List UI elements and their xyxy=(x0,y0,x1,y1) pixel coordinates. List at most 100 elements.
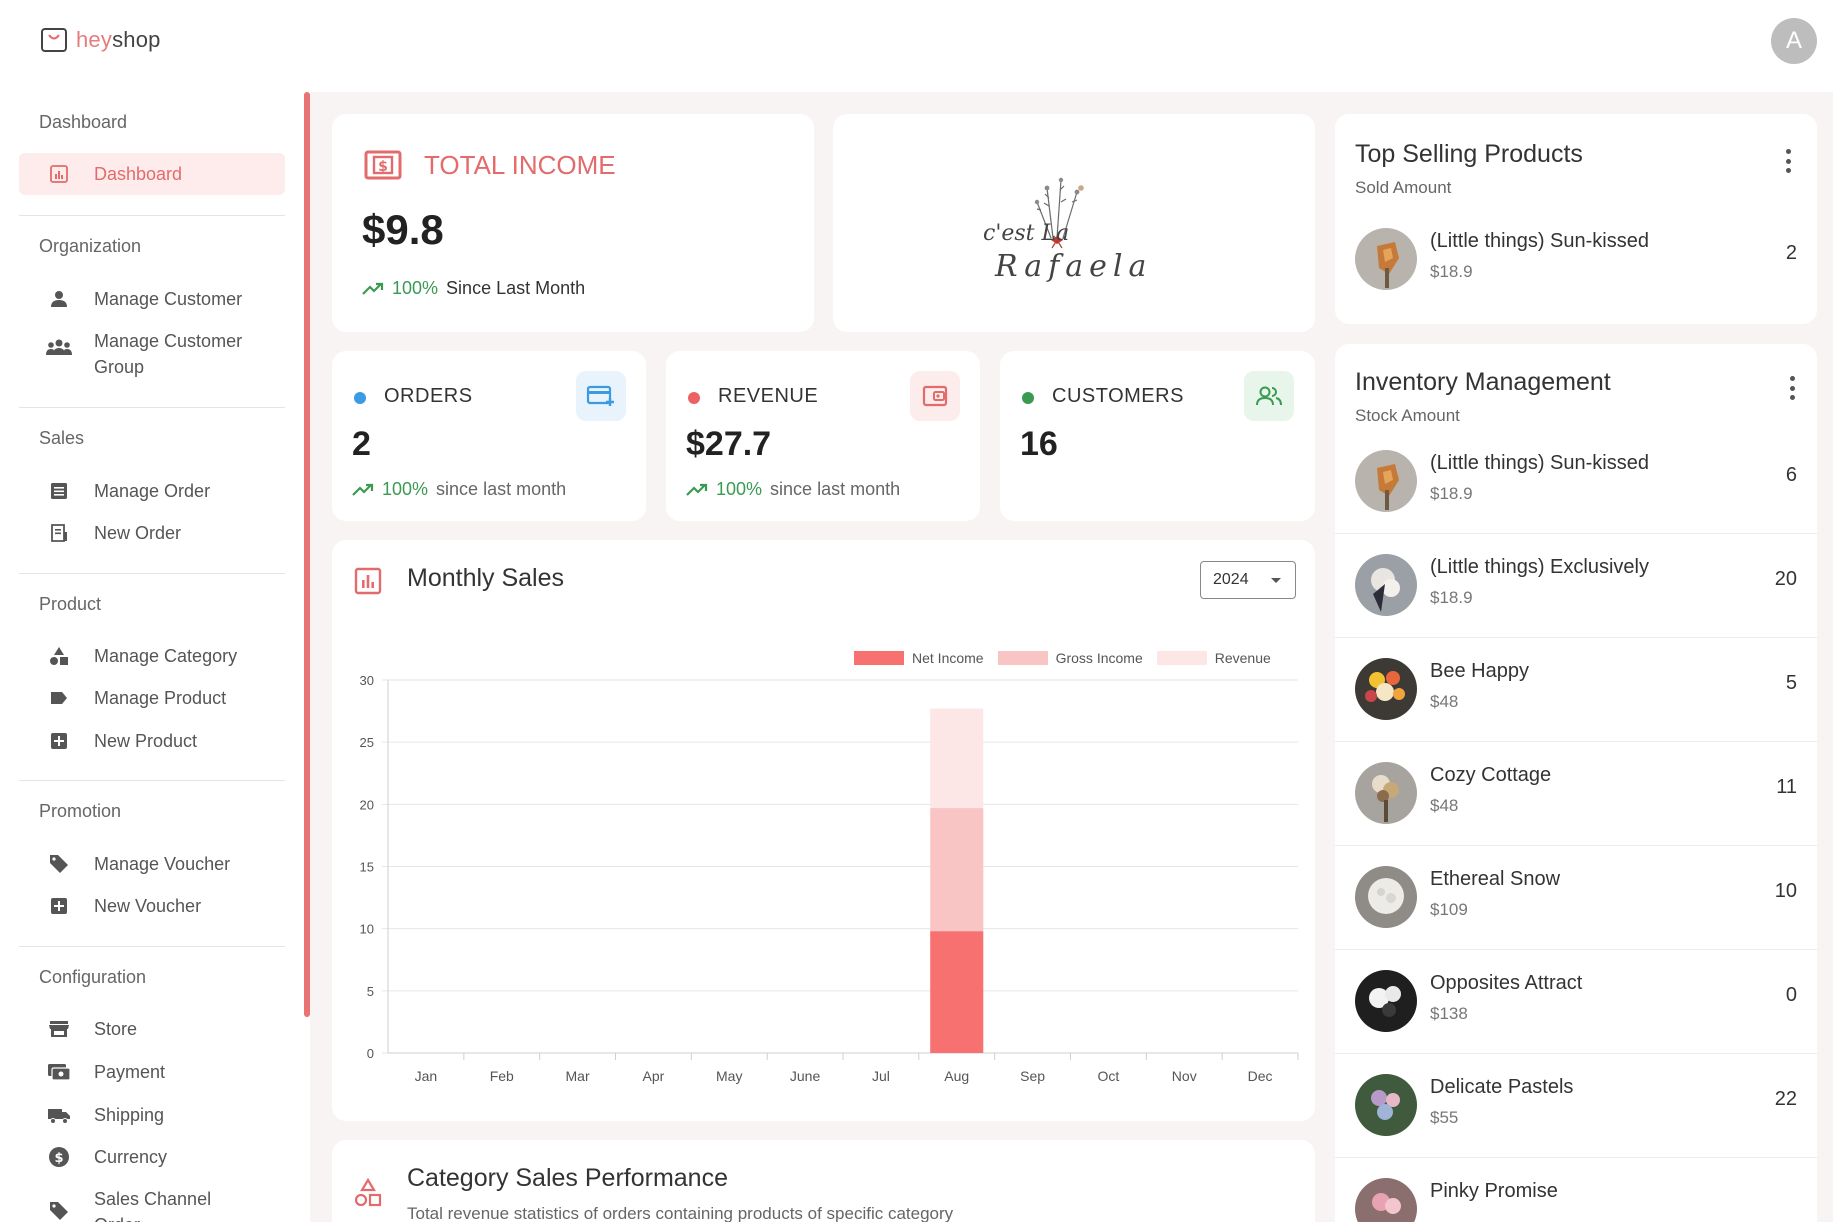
revenue-value: $27.7 xyxy=(686,425,772,463)
revenue-card: REVENUE $27.7 100% since last month xyxy=(666,351,980,521)
list-item[interactable]: Opposites Attract $138 0 xyxy=(1335,950,1817,1054)
legend-swatch xyxy=(854,651,904,665)
truck-icon xyxy=(46,1102,72,1128)
sidebar-item-label: Manage Category xyxy=(94,646,238,666)
tag-icon xyxy=(46,851,72,877)
product-thumbnail xyxy=(1355,970,1417,1032)
sidebar-item-shipping[interactable]: Shipping xyxy=(46,1102,164,1128)
y-tick-label: 20 xyxy=(360,797,374,812)
sidebar-item-label: Sales Channel Order xyxy=(94,1189,212,1222)
sidebar-item-manage-category[interactable]: Manage Category xyxy=(46,643,237,669)
legend-label: Net Income xyxy=(912,650,984,666)
group-icon xyxy=(46,334,72,360)
sidebar-item-label: New Order xyxy=(94,523,182,543)
chart-icon xyxy=(46,161,72,187)
bar-revenue xyxy=(930,708,984,809)
list-item[interactable]: Delicate Pastels $55 22 xyxy=(1335,1054,1817,1158)
sidebar-item-new-order[interactable]: New Order xyxy=(46,520,181,546)
list-item[interactable]: Cozy Cottage $48 11 xyxy=(1335,742,1817,846)
list-item[interactable]: Bee Happy $48 5 xyxy=(1335,638,1817,742)
x-tick-label: Apr xyxy=(643,1068,665,1084)
revenue-label: REVENUE xyxy=(718,385,819,407)
product-price: $48 xyxy=(1430,796,1459,815)
product-thumbnail xyxy=(1355,228,1417,290)
store-icon xyxy=(46,1016,72,1042)
product-name: Cozy Cottage xyxy=(1430,764,1552,786)
top-selling-subtitle: Sold Amount xyxy=(1355,178,1452,197)
sidebar-item-label: Payment xyxy=(94,1062,166,1082)
sidebar-item-label: Shipping xyxy=(94,1105,165,1125)
sidebar-divider xyxy=(19,215,285,216)
brand-line-2: Rafaela xyxy=(994,249,1152,284)
product-price: $18.9 xyxy=(1430,484,1473,503)
sidebar-item-manage-product[interactable]: Manage Product xyxy=(46,685,226,711)
sidebar-section-dashboard: Dashboard xyxy=(39,112,128,132)
product-count: 0 xyxy=(1785,984,1797,1006)
sidebar-item-dashboard[interactable]: Dashboard xyxy=(46,161,182,187)
list-item[interactable]: (Little things) Exclusively $18.9 20 xyxy=(1335,534,1817,638)
status-dot xyxy=(1022,392,1034,404)
sidebar-item-manage-order[interactable]: Manage Order xyxy=(46,478,210,504)
more-vert-icon[interactable] xyxy=(1789,376,1795,400)
x-tick-label: Aug xyxy=(944,1068,969,1084)
product-thumbnail xyxy=(1355,762,1417,824)
sidebar-item-payment[interactable]: Payment xyxy=(46,1059,165,1085)
sidebar-item-manage-customer-group[interactable]: Manage Customer Group xyxy=(46,328,254,380)
product-thumbnail xyxy=(1355,866,1417,928)
sidebar-item-new-voucher[interactable]: New Voucher xyxy=(46,893,201,919)
trending-up-icon xyxy=(352,483,374,496)
category-sales-title: Category Sales Performance xyxy=(407,1164,728,1192)
sidebar: Dashboard Dashboard Organization Manage … xyxy=(0,92,304,1222)
x-tick-label: Mar xyxy=(566,1068,590,1084)
sidebar-item-manage-customer[interactable]: Manage Customer xyxy=(46,286,242,312)
product-count: 11 xyxy=(1776,776,1797,798)
add-box-icon xyxy=(46,893,72,919)
more-vert-icon[interactable] xyxy=(1785,149,1791,173)
product-name: Delicate Pastels xyxy=(1430,1076,1574,1098)
sidebar-item-store[interactable]: Store xyxy=(46,1016,137,1042)
product-thumbnail xyxy=(1355,554,1417,616)
category-sales-subtitle: Total revenue statistics of orders conta… xyxy=(407,1204,954,1222)
x-tick-label: Feb xyxy=(490,1068,514,1084)
list-item[interactable]: Ethereal Snow $109 10 xyxy=(1335,846,1817,950)
orders-value: 2 xyxy=(352,425,371,463)
y-tick-label: 0 xyxy=(367,1046,374,1061)
x-tick-label: Oct xyxy=(1098,1068,1120,1084)
card-add-icon xyxy=(576,371,626,421)
legend-label: Gross Income xyxy=(1055,650,1143,666)
sidebar-section-sales: Sales xyxy=(39,428,85,448)
legend-label: Revenue xyxy=(1214,650,1271,666)
year-select-value: 2024 xyxy=(1213,571,1249,588)
total-income-title: TOTAL INCOME xyxy=(424,150,616,180)
product-price: $18.9 xyxy=(1430,262,1473,281)
product-thumbnail xyxy=(1355,1178,1417,1222)
trending-up-icon xyxy=(362,282,384,295)
list-item[interactable]: (Little things) Sun-kissed $18.9 2 xyxy=(1335,208,1817,312)
inventory-title: Inventory Management xyxy=(1355,368,1611,396)
list-item[interactable]: (Little things) Sun-kissed $18.9 6 xyxy=(1335,430,1817,534)
sidebar-item-label: Manage Voucher xyxy=(94,854,231,874)
sidebar-item-manage-voucher[interactable]: Manage Voucher xyxy=(46,851,230,877)
product-price: $55 xyxy=(1430,1108,1459,1127)
income-trend: 100% Since Last Month xyxy=(362,278,585,299)
brand-line-1: c'est La xyxy=(983,221,1069,246)
sidebar-divider xyxy=(19,946,285,947)
revenue-trend: 100% since last month xyxy=(686,479,900,500)
sidebar-item-label: New Product xyxy=(94,731,198,751)
list-item[interactable]: Pinky Promise xyxy=(1335,1158,1817,1222)
receipt-icon xyxy=(46,520,72,546)
year-select[interactable]: 2024 xyxy=(1200,561,1296,599)
sidebar-item-currency[interactable]: $ Currency xyxy=(46,1144,167,1170)
bar-gross-income xyxy=(930,808,984,932)
sidebar-item-sales-channel-order[interactable]: Sales Channel Order xyxy=(46,1186,244,1222)
monthly-sales-card: Monthly Sales 2024 Net Income Gross Inco… xyxy=(332,540,1315,1121)
sidebar-item-new-product[interactable]: New Product xyxy=(46,728,197,754)
x-tick-label: Jul xyxy=(872,1068,890,1084)
app-logo[interactable]: heyshop xyxy=(40,26,161,54)
product-count: 5 xyxy=(1785,672,1797,694)
user-avatar[interactable]: A xyxy=(1771,18,1817,64)
x-tick-label: Dec xyxy=(1248,1068,1273,1084)
sidebar-scrollbar[interactable] xyxy=(304,92,310,1017)
product-thumbnail xyxy=(1355,658,1417,720)
product-price: $138 xyxy=(1430,1004,1468,1023)
